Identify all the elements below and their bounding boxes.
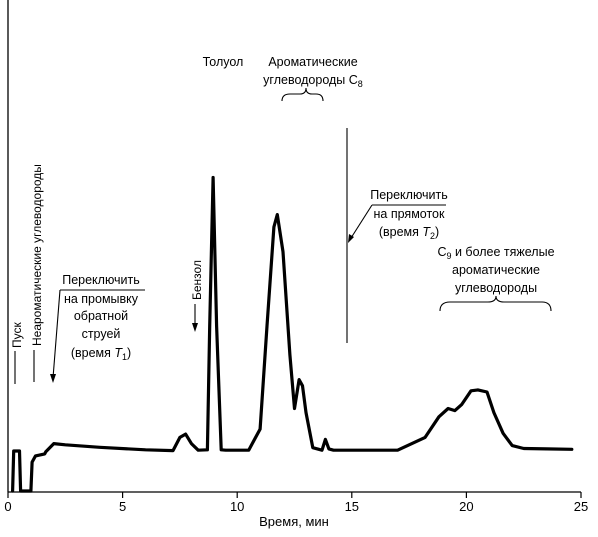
switch-back-line1: Переключить (62, 273, 140, 287)
x-tick-label: 25 (574, 499, 588, 514)
switch-back-line5: (время T1) (71, 346, 131, 362)
x-tick-label: 5 (119, 499, 126, 514)
switch-back-line2: на промывку (64, 292, 139, 306)
switch-back-line4: струей (82, 327, 121, 341)
switch-back-arrowhead (50, 374, 56, 383)
switch-forward-line1: Переключить (370, 188, 448, 202)
start-label: Пуск (10, 322, 24, 348)
switch-back-line3: обратной (74, 309, 128, 323)
x-tick-label: 15 (345, 499, 359, 514)
x-tick-label: 20 (459, 499, 473, 514)
c9-brace (439, 295, 552, 312)
switch-forward-leader (350, 204, 373, 239)
toluene-label: Толуол (203, 55, 244, 69)
c9-line1: C9 и более тяжелые (437, 245, 554, 261)
c9-line3: углеводороды (455, 281, 537, 295)
c8-brace (281, 87, 324, 102)
switch-back-leader (52, 289, 61, 379)
benzene-label: Бензол (190, 260, 204, 300)
nonaromatic-label: Неароматические углеводороды (30, 164, 44, 346)
x-axis-ticks: 0 5 10 15 20 25 (4, 492, 588, 514)
switch-forward-line2: на прямоток (374, 207, 445, 221)
x-tick-label: 10 (230, 499, 244, 514)
c8-line1: Ароматические (268, 55, 357, 69)
x-tick-label: 0 (4, 499, 11, 514)
chromatogram-trace (11, 175, 574, 493)
c9-line2: ароматические (452, 263, 540, 277)
switch-forward-arrowhead (348, 234, 354, 243)
c8-line2: углеводороды C8 (263, 73, 363, 89)
x-axis-title: Время, мин (259, 514, 329, 529)
switch-forward-line3: (время T2) (379, 225, 439, 241)
benzene-arrowhead (192, 323, 198, 332)
